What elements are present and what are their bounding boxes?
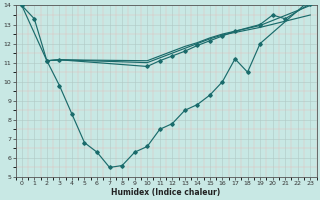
X-axis label: Humidex (Indice chaleur): Humidex (Indice chaleur)	[111, 188, 221, 197]
